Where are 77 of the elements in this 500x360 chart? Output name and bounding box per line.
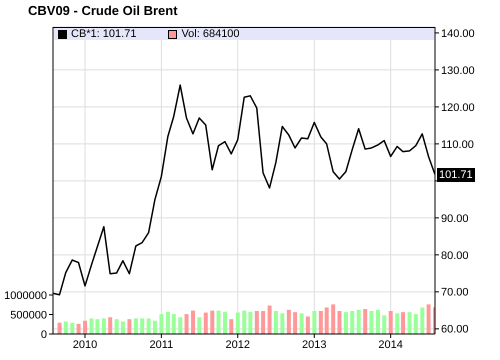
y-tick-label: 0	[40, 328, 47, 341]
y2-tick-label: 120.00	[441, 102, 475, 114]
bar	[426, 304, 431, 334]
bar	[300, 313, 304, 334]
bar	[90, 318, 94, 334]
bar	[261, 310, 266, 334]
bar	[306, 316, 310, 334]
bar	[331, 304, 336, 334]
bar	[286, 310, 291, 334]
y2-tick-label: 80.00	[441, 250, 469, 262]
bar	[134, 318, 138, 334]
bar	[178, 317, 182, 334]
y2-tick-label: 60.00	[441, 324, 469, 336]
chart-title: CBV09 - Crude Oil Brent	[28, 3, 178, 18]
bar	[204, 312, 208, 334]
bar	[114, 319, 119, 334]
bar	[395, 313, 400, 334]
bar	[356, 310, 361, 334]
y2-tick-label: 140.00	[441, 28, 475, 40]
bar	[312, 310, 316, 334]
bar	[268, 306, 272, 334]
bar	[146, 318, 151, 334]
bar	[254, 310, 259, 334]
bar	[152, 320, 157, 334]
bar	[184, 314, 189, 334]
y-tick-label: 500000	[10, 309, 47, 322]
bar	[166, 312, 170, 334]
legend-label: Vol: 684100	[180, 28, 240, 40]
bar	[83, 320, 88, 334]
bar	[248, 312, 252, 334]
bar	[229, 319, 234, 334]
bar	[388, 310, 393, 334]
y2-tick-label: 110.00	[441, 138, 474, 151]
bar	[108, 317, 112, 334]
bar	[197, 317, 202, 334]
bar	[120, 322, 125, 334]
x-tick-label: 2012	[225, 338, 250, 351]
bar	[127, 319, 132, 334]
bar	[70, 322, 74, 334]
y-tick-label: 1000000	[4, 290, 47, 302]
bar	[102, 318, 106, 334]
bar	[216, 310, 221, 334]
y2-tick-label: 130.00	[441, 64, 475, 77]
bar	[58, 322, 62, 334]
bar	[363, 309, 368, 334]
bar	[382, 315, 386, 334]
bar	[191, 310, 196, 334]
x-tick-label: 2011	[150, 338, 174, 351]
bar	[236, 312, 240, 334]
bar	[274, 310, 278, 334]
bar	[280, 313, 284, 334]
text: 101.71	[437, 168, 475, 182]
bar	[344, 312, 348, 334]
bar	[95, 319, 100, 334]
x-tick-label: 2010	[72, 338, 98, 351]
bar	[350, 310, 354, 334]
bar	[159, 314, 164, 334]
bar	[172, 314, 176, 334]
bar	[337, 310, 342, 334]
bar	[376, 310, 380, 334]
bar	[64, 322, 68, 334]
bar	[401, 312, 406, 334]
bar	[414, 314, 418, 334]
bar	[242, 310, 246, 334]
bar	[293, 312, 298, 334]
legend-label: CB*1: 101.71	[70, 28, 136, 40]
bar	[76, 324, 81, 334]
x-tick-label: 2014	[378, 338, 403, 351]
bar	[223, 312, 228, 334]
bar	[210, 310, 214, 334]
y2-tick-label: 90.00	[441, 212, 469, 225]
bar	[369, 310, 374, 334]
x-tick-label: 2013	[302, 338, 327, 351]
bar	[420, 307, 424, 334]
y2-tick-label: 70.00	[441, 286, 469, 299]
bar	[408, 312, 412, 334]
bar	[140, 318, 144, 334]
